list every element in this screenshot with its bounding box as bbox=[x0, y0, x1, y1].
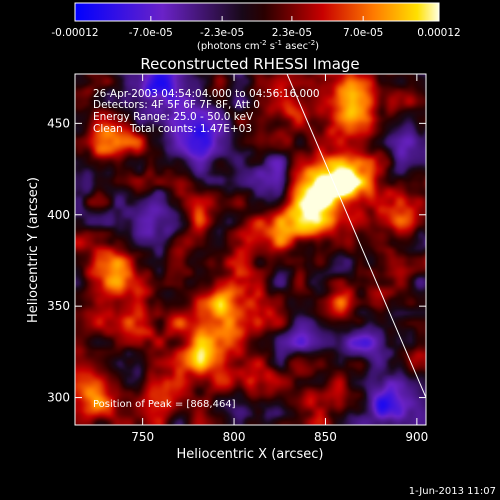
colorbar: -0.00012 -7.0e-05 -2.3e-05 2.3e-05 7.0e-05 0.… bbox=[51, 2, 461, 52]
x-axis-label: Heliocentric X (arcsec) bbox=[177, 447, 324, 462]
colorbar-gradient bbox=[74, 2, 440, 22]
colorbar-tick-label: 0.00012 bbox=[417, 27, 460, 39]
y-tick-label: 300 bbox=[47, 391, 70, 405]
annotation-energy: Energy Range: 25.0 - 50.0 keV bbox=[93, 111, 254, 123]
x-tick-label: 900 bbox=[405, 430, 428, 444]
colorbar-tick-label: -0.00012 bbox=[51, 27, 98, 39]
x-tick-label: 750 bbox=[131, 430, 154, 444]
footer-date: 1-Jun-2013 11:07 bbox=[409, 486, 496, 497]
annotation-detectors: Detectors: 4F 5F 6F 7F 8F, Att 0 bbox=[93, 99, 260, 111]
colorbar-tick-label: 2.3e-05 bbox=[272, 27, 312, 39]
x-tick-label: 850 bbox=[314, 430, 337, 444]
plot-frame bbox=[74, 73, 427, 426]
axis-ticks: 750 800 850 900 300 350 400 450 bbox=[47, 74, 428, 444]
x-tick-label: 800 bbox=[223, 430, 246, 444]
heatmap-image bbox=[75, 74, 426, 425]
y-tick-label: 450 bbox=[47, 116, 70, 130]
colorbar-tick-label: -7.0e-05 bbox=[129, 27, 173, 39]
colorbar-label: (photons cm-2 s-1 asec-2) bbox=[197, 39, 319, 52]
y-tick-label: 350 bbox=[47, 299, 70, 313]
annotation-counts: Total counts: 1.47E+03 bbox=[129, 123, 252, 135]
chart-title: Reconstructed RHESSI Image bbox=[140, 55, 359, 73]
colorbar-tick-label: -2.3e-05 bbox=[200, 27, 244, 39]
limb-line bbox=[286, 74, 426, 398]
annotation-peak: Position of Peak = [868,464] bbox=[93, 399, 236, 410]
colorbar-ticks: -0.00012 -7.0e-05 -2.3e-05 2.3e-05 7.0e-05 0.… bbox=[51, 16, 461, 39]
annotation-time-range: 26-Apr-2003 04:54:04.000 to 04:56:16.000 bbox=[93, 88, 320, 100]
annotation-clean: Clean bbox=[93, 123, 123, 135]
y-tick-label: 400 bbox=[47, 208, 70, 222]
colorbar-tick-label: 7.0e-05 bbox=[343, 27, 383, 39]
y-axis-label: Heliocentric Y (arcsec) bbox=[26, 177, 41, 323]
plot-area: 750 800 850 900 300 350 400 450 26-Apr-2003 04:… bbox=[47, 73, 428, 444]
